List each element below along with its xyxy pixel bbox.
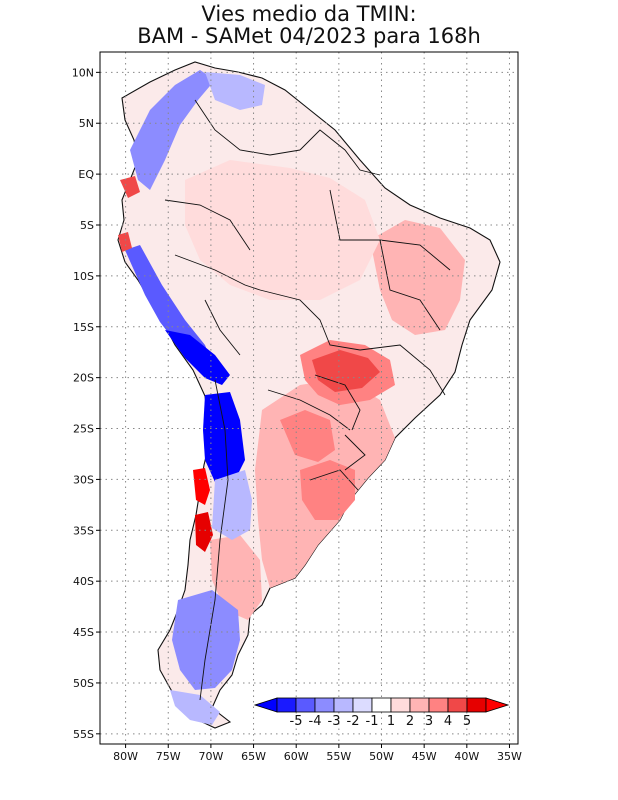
lon-tick-label: 50W [369,750,394,763]
lon-tick-label: 75W [156,750,181,763]
lat-tick-label: 10N [72,66,94,79]
warm-bias-spot-chile-south [195,512,213,552]
colorbar-max-arrow [485,697,510,713]
colorbar-label: -3 [328,714,341,729]
map-title-line-2: BAM - SAMet 04/2023 para 168h [137,24,481,48]
lon-tick-label: 45W [412,750,437,763]
lat-tick-label: 20S [73,372,94,385]
border-brazil-states-1 [379,239,441,331]
lat-tick-label: EQ [78,168,94,181]
warm-bias-region-uruguay [300,460,355,520]
cold-bias-region-argentina-west [212,470,252,540]
map-axes: 10N 5N EQ 5S 10S 15S 20S 25S 30S 35S 40S 45S 50S 55S 8… [72,66,522,763]
cold-bias-region-patagonia-south [172,590,240,690]
lon-tick-label: 65W [241,750,266,763]
lon-tick-label: 70W [198,750,223,763]
lat-tick-label: 45S [73,626,94,639]
country-borders [164,99,451,701]
lon-tick-label: 60W [284,750,309,763]
colorbar-swatch [333,697,354,713]
colorbar-label: 1 [387,714,395,729]
colorbar-swatch [447,697,468,713]
colorbar-swatch [276,697,297,713]
lat-tick-label: 50S [73,677,94,690]
map-title-line-1: Vies medio da TMIN: [201,2,417,26]
colorbar-label: -1 [366,714,379,729]
border-paraguay-brazil [314,374,361,431]
warm-bias-region-brazil-east [370,220,465,335]
cold-bias-region-caribbean [205,72,265,110]
border-colombia-venezuela [194,99,301,156]
colorbar-swatch [428,697,449,713]
colorbar-swatch [314,697,335,713]
border-brazil-states-2 [359,344,446,396]
map-frame [99,51,519,745]
border-peru-brazil [174,254,261,291]
colorbar-swatch [352,697,373,713]
warm-bias-spot-chile-central [193,468,210,505]
lon-tick-label: 80W [113,750,138,763]
border-colombia-brazil [164,199,251,251]
lat-tick-label: 35S [73,524,94,537]
colorbar-label: 4 [444,714,452,729]
colorbar-label: -4 [309,714,322,729]
colorbar-label: -5 [290,714,303,729]
colorbar-label: 2 [406,714,414,729]
border-bolivia-brazil [259,289,361,351]
lon-tick-label: 55W [326,750,351,763]
colorbar: -5 -4 -3 -2 -1 1 2 3 4 5 [253,697,510,729]
border-brazil-states-3 [329,189,451,271]
border-uruguay [309,469,359,491]
cold-bias-region-fuego [170,690,220,725]
cold-bias-region-chile-north [203,392,245,482]
cold-bias-region-andes-north [130,70,215,190]
lat-tick-label: 5S [80,219,94,232]
lon-tick-label: 35W [497,750,522,763]
colorbar-swatch [409,697,430,713]
border-argentina-brazil [344,434,366,471]
colorbar-label: 5 [463,714,471,729]
lat-tick-label: 25S [73,423,94,436]
border-argentina-paraguay [267,389,351,431]
map-gridlines [100,52,518,744]
lat-tick-label: 40S [73,575,94,588]
lat-tick-label: 55S [73,728,94,741]
lon-tick-label: 40W [454,750,479,763]
colorbar-swatch [466,697,487,713]
lat-tick-label: 10S [73,270,94,283]
warm-bias-core [312,350,380,392]
colorbar-label: 3 [425,714,433,729]
border-bolivia-peru [204,299,241,356]
lat-tick-label: 30S [73,473,94,486]
warm-bias-spot-ecuador [120,176,140,198]
colorbar-label: -2 [347,714,360,729]
lat-tick-label: 15S [73,321,94,334]
colorbar-swatch [295,697,316,713]
colorbar-swatch [390,697,411,713]
colorbar-swatch [371,697,392,713]
border-chile-argentina [199,379,229,701]
warm-bias-region-paraguay [280,410,335,462]
border-guianas [299,129,381,176]
cold-bias-region-andes-central [165,330,230,385]
warm-bias-spot-peru-coast [118,232,132,252]
lat-tick-label: 5N [79,117,94,130]
